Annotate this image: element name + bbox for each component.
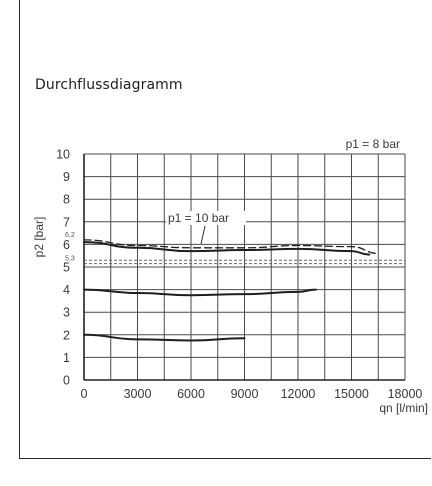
- x-tick-label: 12000: [281, 387, 316, 401]
- y-tick-label: 8: [63, 193, 70, 207]
- x-tick-label: 9000: [231, 387, 259, 401]
- y-tick-label: 1: [63, 351, 70, 365]
- series-line: [83, 288, 317, 297]
- y-axis-label: p2 [bar]: [32, 217, 46, 258]
- y-tick-label: 2: [63, 328, 70, 342]
- annotation-p1-8: p1 = 8 bar: [346, 137, 400, 151]
- x-tick-label: 0: [81, 387, 88, 401]
- y-tick-label: 5: [63, 261, 70, 275]
- x-tick-label: 18000: [388, 387, 423, 401]
- annotation-p1-10: p1 = 10 bar: [168, 211, 229, 225]
- y-tick-label: 0: [63, 374, 70, 388]
- page-title: Durchflussdiagramm: [35, 77, 183, 93]
- y-tick-label: 7: [63, 215, 70, 229]
- image-frame: [19, 0, 431, 459]
- x-axis-label: qn [l/min]: [379, 401, 428, 415]
- series-line: [83, 241, 371, 256]
- series-line: [83, 333, 246, 342]
- y-tick-label: 3: [63, 306, 70, 320]
- series-line-dashed: [83, 239, 379, 255]
- x-tick-label: 3000: [124, 387, 152, 401]
- x-tick-label: 6000: [177, 387, 205, 401]
- annotation-pointer: [200, 225, 206, 245]
- x-tick-label: 15000: [334, 387, 369, 401]
- value-label-6-2: 6,2: [65, 232, 75, 239]
- annotation-bg: [166, 211, 246, 225]
- y-tick-label: 4: [63, 283, 70, 297]
- value-label-5-3: 5,3: [65, 256, 75, 263]
- y-tick-label: 10: [56, 148, 70, 162]
- y-tick-label: 6: [63, 238, 70, 252]
- y-tick-label: 9: [63, 170, 70, 184]
